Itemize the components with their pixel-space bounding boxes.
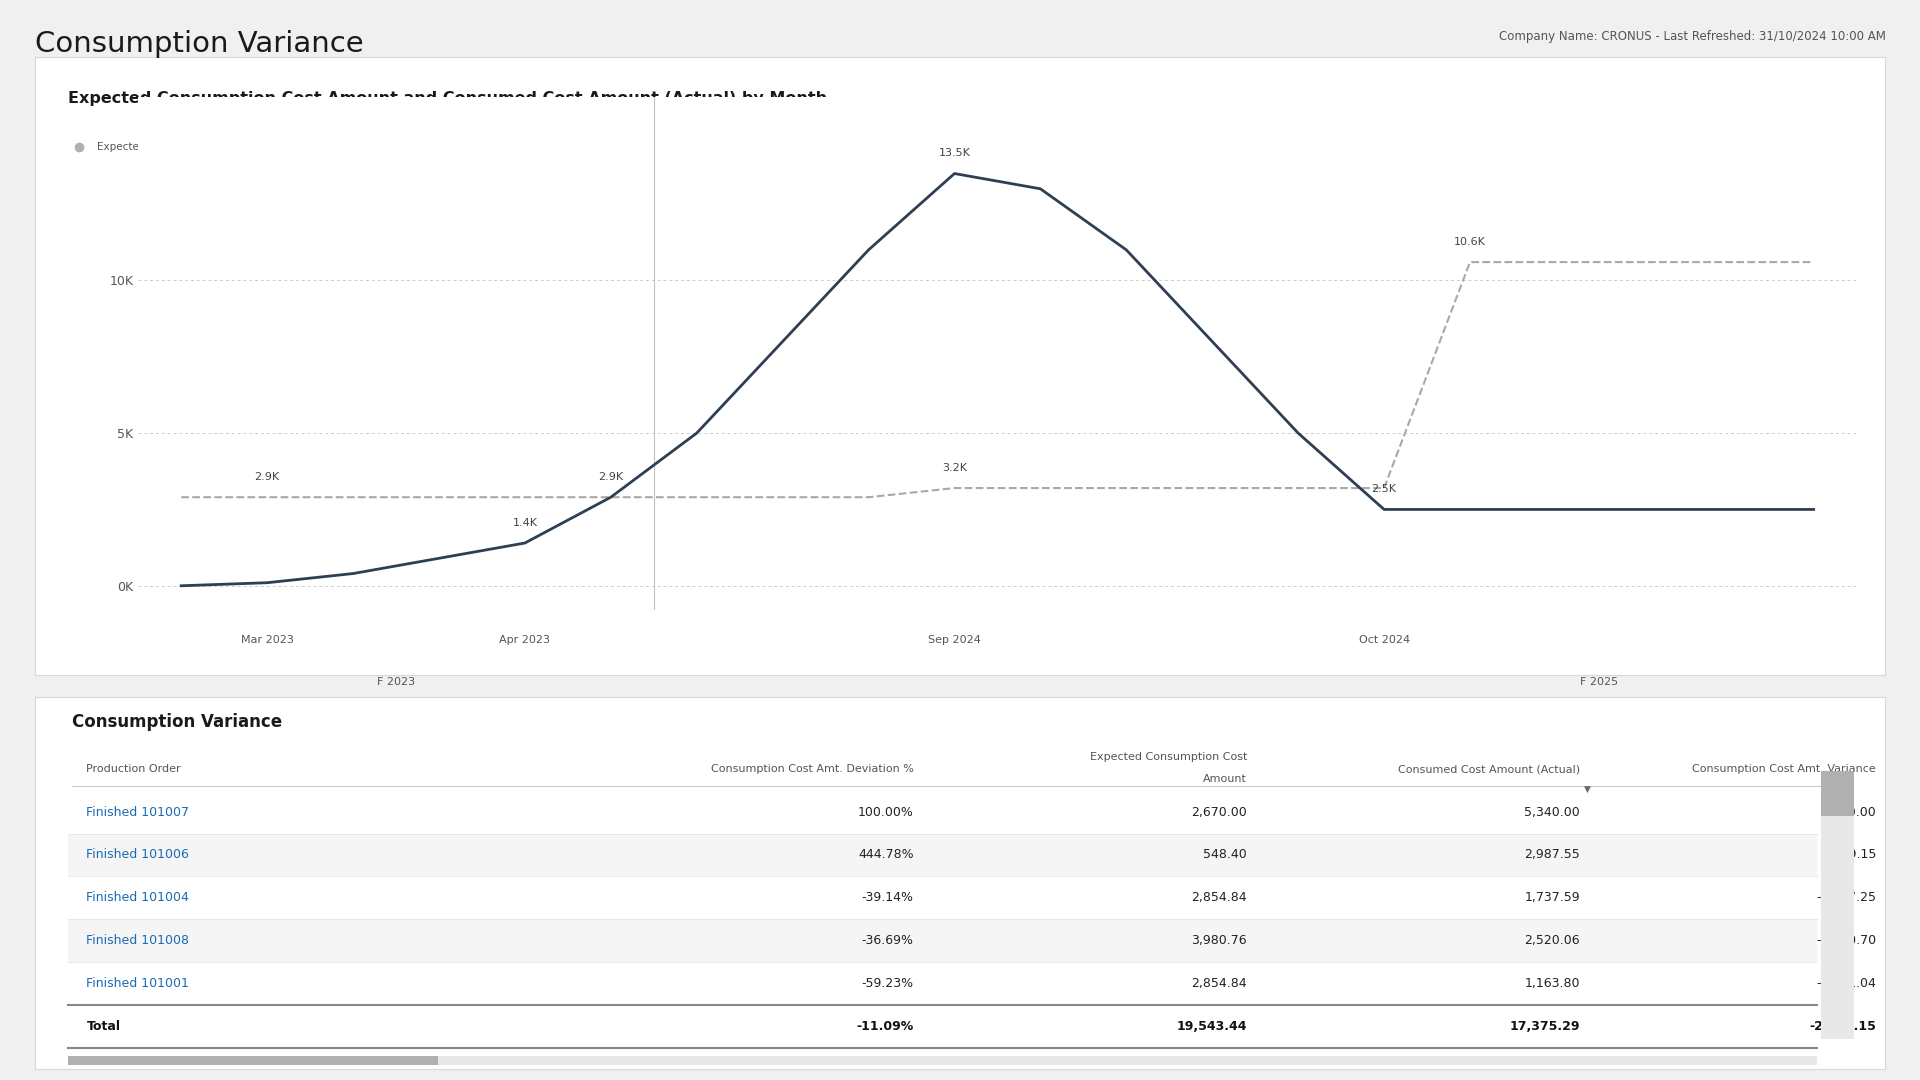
Text: 2.9K: 2.9K [599,472,624,482]
Text: -39.14%: -39.14% [862,891,914,904]
Text: Consumed Cost Amount (Actual): Consumed Cost Amount (Actual) [1398,765,1580,774]
Text: Mar 2023: Mar 2023 [240,635,294,645]
Text: -59.23%: -59.23% [862,977,914,990]
Text: Finished 101007: Finished 101007 [86,806,190,819]
Text: 2,987.55: 2,987.55 [1524,849,1580,862]
Text: 2,854.84: 2,854.84 [1190,891,1246,904]
Text: 444.78%: 444.78% [858,849,914,862]
Text: -1,117.25: -1,117.25 [1816,891,1876,904]
Text: Total: Total [86,1020,121,1032]
Text: -1,460.70: -1,460.70 [1816,934,1876,947]
Text: Consumption Variance: Consumption Variance [35,30,363,58]
Text: 2,670.00: 2,670.00 [1190,806,1246,819]
Text: 10.6K: 10.6K [1453,237,1486,247]
Text: 100.00%: 100.00% [858,806,914,819]
Text: Finished 101001: Finished 101001 [86,977,190,990]
Text: Apr 2023: Apr 2023 [499,635,551,645]
Bar [67,962,1816,1004]
Text: F 2023: F 2023 [376,677,415,687]
Text: Consumption Cost Amt. Variance: Consumption Cost Amt. Variance [1692,765,1876,774]
Text: Sep 2024: Sep 2024 [927,635,981,645]
Text: 13.5K: 13.5K [939,148,970,159]
Text: 5,340.00: 5,340.00 [1524,806,1580,819]
Text: Company Name: CRONUS - Last Refreshed: 31/10/2024 10:00 AM: Company Name: CRONUS - Last Refreshed: 3… [1500,30,1885,43]
Text: F 2025: F 2025 [1580,677,1619,687]
Text: Oct 2024: Oct 2024 [1359,635,1409,645]
Bar [67,876,1816,919]
Bar [67,919,1816,962]
Text: Finished 101006: Finished 101006 [86,849,190,862]
Text: 1,737.59: 1,737.59 [1524,891,1580,904]
Bar [67,1056,1816,1066]
Text: 2.9K: 2.9K [255,472,280,482]
Text: -1,691.04: -1,691.04 [1816,977,1876,990]
Text: 17,375.29: 17,375.29 [1509,1020,1580,1032]
Text: Expected Consumption Cost: Expected Consumption Cost [1089,752,1246,761]
Text: Consumed Cost Amount (Actual): Consumed Cost Amount (Actual) [413,141,584,152]
Text: Production Order: Production Order [86,765,180,774]
Text: 1.4K: 1.4K [513,517,538,528]
Text: 548.40: 548.40 [1204,849,1246,862]
Text: Finished 101008: Finished 101008 [86,934,190,947]
Text: Consumption Variance: Consumption Variance [71,714,282,731]
Text: 2,439.15: 2,439.15 [1820,849,1876,862]
Text: 2,854.84: 2,854.84 [1190,977,1246,990]
Text: Finished 101004: Finished 101004 [86,891,190,904]
Bar [67,791,1816,834]
Bar [67,1056,438,1066]
Text: 2,520.06: 2,520.06 [1524,934,1580,947]
Text: -11.09%: -11.09% [856,1020,914,1032]
Text: 1,163.80: 1,163.80 [1524,977,1580,990]
Text: ▼: ▼ [1584,785,1590,794]
Text: Amount: Amount [1204,774,1246,784]
Text: Expected Consumption Cost Amount and Consumed Cost Amount (Actual) by Month: Expected Consumption Cost Amount and Con… [67,91,828,106]
Text: Consumption Cost Amt. Deviation %: Consumption Cost Amt. Deviation % [710,765,914,774]
Text: Expected Consumption Cost Amount: Expected Consumption Cost Amount [98,141,290,152]
Text: 2.5K: 2.5K [1371,484,1396,495]
Text: -36.69%: -36.69% [862,934,914,947]
Bar [67,834,1816,876]
Text: 2,670.00: 2,670.00 [1820,806,1876,819]
Text: -2,168.15: -2,168.15 [1809,1020,1876,1032]
Text: 19,543.44: 19,543.44 [1177,1020,1246,1032]
Text: 3,980.76: 3,980.76 [1190,934,1246,947]
Bar [1820,771,1855,1039]
Bar [1820,771,1855,815]
Text: 3.2K: 3.2K [943,463,968,473]
